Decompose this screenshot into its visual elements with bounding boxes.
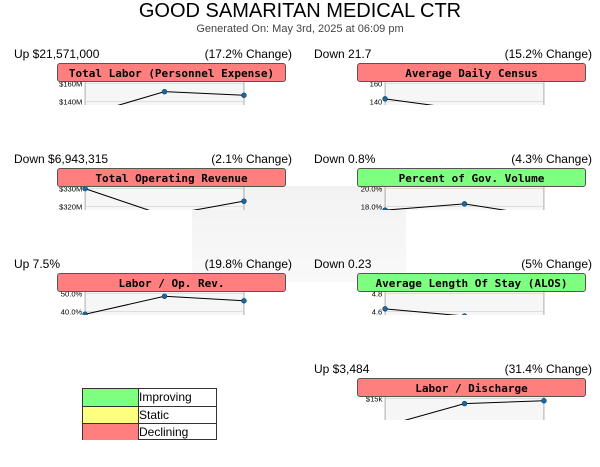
- legend-label-improving: Improving: [139, 390, 192, 404]
- legend-label-static: Static: [139, 408, 170, 422]
- y-tick-label: 50.0%: [61, 289, 83, 298]
- data-point: [241, 92, 247, 98]
- change-amount-label: Down 0.23: [314, 257, 372, 271]
- legend-item-improving: Improving: [83, 389, 216, 406]
- chart-title-banner: Labor / Discharge: [357, 378, 586, 397]
- y-tick-label: $320M: [59, 202, 82, 210]
- plot-area: [384, 288, 545, 315]
- legend-swatch-static: [83, 407, 139, 423]
- chart-title-banner: Total Operating Revenue: [57, 168, 286, 187]
- data-point: [382, 207, 388, 210]
- change-amount-label: Up $21,571,000: [14, 47, 100, 61]
- change-amount-label: Up 7.5%: [14, 257, 61, 271]
- y-tick-label: 160: [370, 79, 383, 88]
- chart-panel: Down $6,943,315(2.1% Change)$310M$320M$3…: [0, 152, 300, 257]
- chart-panel: Down 0.23(5% Change)4.44.64.820212022202…: [300, 257, 600, 362]
- change-percent-label: (17.2% Change): [204, 47, 292, 61]
- legend-swatch-improving: [83, 389, 139, 406]
- legend-swatch-declining: [83, 424, 139, 440]
- legend-item-declining: Declining: [83, 423, 216, 440]
- page-title: GOOD SAMARITAN MEDICAL CTR: [138, 0, 462, 22]
- line-chart: 120140160202120222023: [370, 78, 545, 105]
- change-amount-label: Down 0.8%: [314, 152, 376, 166]
- y-tick-label: 140: [370, 97, 383, 105]
- change-percent-label: (19.8% Change): [204, 257, 292, 271]
- change-amount-label: Down $6,943,315: [14, 152, 109, 166]
- data-point: [462, 313, 467, 315]
- y-tick-label: $330M: [59, 184, 82, 193]
- chart-title-banner: Percent of Gov. Volume: [357, 168, 586, 187]
- y-tick-label: 20.0%: [361, 184, 383, 193]
- chart-panel: Down 21.7(15.2% Change)12014016020212022…: [300, 47, 600, 152]
- series-line: [384, 98, 435, 105]
- line-chart: 16.0%18.0%20.0%202120222023: [361, 183, 545, 210]
- change-amount-label: Up $3,484: [314, 362, 370, 376]
- data-point: [461, 201, 468, 207]
- y-tick-label: $15k: [366, 394, 383, 403]
- line-chart: 4.44.64.8202120222023: [372, 288, 545, 315]
- data-point: [161, 88, 168, 95]
- y-tick-label: 40.0%: [61, 307, 83, 315]
- chart-title-banner: Average Daily Census: [357, 63, 586, 82]
- y-tick-label: $160M: [59, 79, 82, 88]
- y-tick-label: 4.6: [372, 307, 383, 315]
- chart-title-banner: Labor / Op. Rev.: [57, 273, 286, 292]
- status-legend: Improving Static Declining: [82, 388, 217, 440]
- y-tick-label: 4.8: [372, 289, 383, 298]
- data-point: [161, 293, 168, 299]
- change-percent-label: (31.4% Change): [504, 362, 592, 376]
- change-percent-label: (4.3% Change): [511, 152, 592, 166]
- generated-timestamp: Generated On: May 3rd, 2025 at 06:09 pm: [196, 23, 404, 35]
- plot-area: [84, 288, 245, 315]
- y-tick-label: $140M: [59, 97, 82, 105]
- series-line: [385, 308, 459, 315]
- change-percent-label: (2.1% Change): [211, 152, 292, 166]
- data-point: [382, 306, 388, 312]
- plot-area: [384, 78, 545, 105]
- line-chart: 30.0%40.0%50.0%202120222023: [61, 288, 247, 315]
- series-line: [84, 188, 245, 210]
- chart-panel: Down 0.8%(4.3% Change)16.0%18.0%20.0%202…: [300, 152, 600, 257]
- chart-title-banner: Average Length Of Stay (ALOS): [357, 273, 586, 292]
- data-point: [461, 400, 468, 407]
- chart-panel: Up $3,484 (31.4% Change) $10k$15k202120222…: [300, 362, 600, 467]
- data-point: [541, 398, 547, 404]
- y-tick-label: 18.0%: [361, 202, 383, 210]
- data-point: [82, 311, 88, 315]
- data-point: [241, 198, 247, 204]
- change-percent-label: (15.2% Change): [504, 47, 592, 61]
- legend-item-static: Static: [83, 406, 216, 423]
- line-chart: $120M$140M$160M202120222023: [59, 78, 247, 105]
- data-point: [241, 298, 247, 304]
- plot-area: [384, 393, 545, 420]
- line-chart: $310M$320M$330M202120222023: [59, 183, 247, 210]
- data-point: [382, 96, 388, 102]
- change-percent-label: (5% Change): [521, 257, 592, 271]
- legend-label-declining: Declining: [139, 425, 189, 439]
- chart-panel: Up $21,571,000(17.2% Change)$120M$140M$1…: [0, 47, 300, 152]
- chart-title-banner: Total Labor (Personnel Expense): [57, 63, 286, 82]
- chart-panel: Up 7.5%(19.8% Change)30.0%40.0%50.0%2021…: [0, 257, 300, 362]
- line-chart: $10k$15k202120222023: [366, 393, 547, 420]
- change-amount-label: Down 21.7: [314, 47, 372, 61]
